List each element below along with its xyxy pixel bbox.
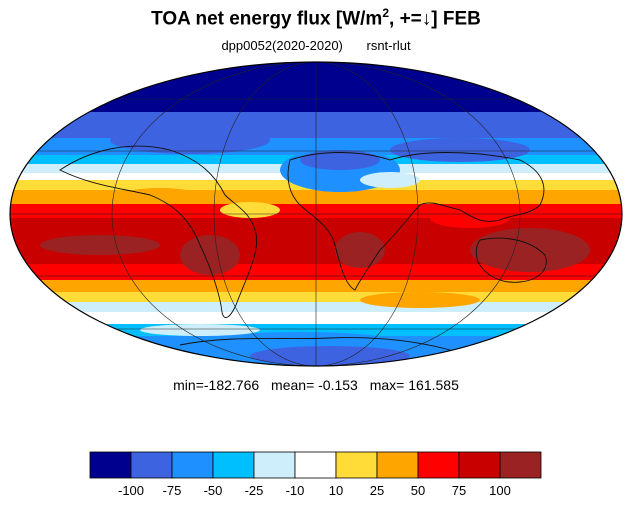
colorbar-swatch [171, 451, 214, 479]
colorbar-swatch [89, 451, 132, 479]
title-tail: , +=↓] FEB [389, 8, 481, 30]
colorbar-swatch [253, 451, 296, 479]
coastlines [59, 145, 547, 351]
subtitle-variable: rsnt-rlut [366, 38, 411, 53]
colorbar-tick-label: 50 [411, 483, 425, 498]
graticule [10, 62, 622, 366]
mollweide-map [9, 61, 623, 367]
stat-mean: mean= -0.153 [271, 377, 358, 393]
subtitle-experiment: dpp0052(2020-2020) [221, 38, 343, 53]
colorbar-tick-label: -50 [204, 483, 223, 498]
colorbar-tick-label: -10 [286, 483, 305, 498]
chart-title: TOA net energy flux [W/m2, +=↓] FEB [0, 6, 632, 30]
colorbar-tick-label: -25 [245, 483, 264, 498]
title-superscript: 2 [382, 6, 390, 20]
colorbar-swatch [499, 451, 542, 479]
colorbar-tick-label: -100 [118, 483, 144, 498]
colorbar-tick-label: -75 [163, 483, 182, 498]
chart-subtitle: dpp0052(2020-2020) rsnt-rlut [0, 38, 632, 53]
colorbar-swatch [130, 451, 173, 479]
stat-max: max= 161.585 [369, 377, 459, 393]
colorbar-tick-label: 100 [489, 483, 511, 498]
colorbar-swatch [294, 451, 337, 479]
colorbar-tick-label: 75 [452, 483, 466, 498]
colorbar-tick-label: 25 [370, 483, 384, 498]
colorbar-swatch [335, 451, 378, 479]
colorbar-tick-label: 10 [329, 483, 343, 498]
colorbar-swatch [458, 451, 501, 479]
colorbar-swatch [212, 451, 255, 479]
stat-min: min=-182.766 [173, 377, 260, 393]
colorbar-swatch [376, 451, 419, 479]
title-main: TOA net energy flux [W/m [151, 8, 383, 30]
colorbar-swatch [417, 451, 460, 479]
statistics-line: min=-182.766 mean= -0.153 max= 161.585 [0, 377, 632, 393]
map-outline [9, 61, 623, 367]
